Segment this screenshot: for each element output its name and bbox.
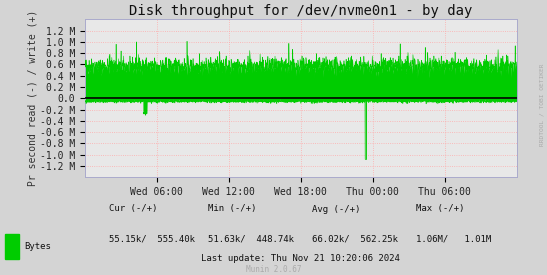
- Text: 55.15k/  555.40k: 55.15k/ 555.40k: [109, 235, 195, 244]
- Text: 1.06M/   1.01M: 1.06M/ 1.01M: [416, 235, 491, 244]
- Title: Disk throughput for /dev/nvme0n1 - by day: Disk throughput for /dev/nvme0n1 - by da…: [129, 4, 473, 18]
- Text: 66.02k/  562.25k: 66.02k/ 562.25k: [312, 235, 398, 244]
- Text: Munin 2.0.67: Munin 2.0.67: [246, 265, 301, 274]
- Text: Min (-/+): Min (-/+): [208, 205, 256, 213]
- Text: Max (-/+): Max (-/+): [416, 205, 464, 213]
- Text: Avg (-/+): Avg (-/+): [312, 205, 360, 213]
- Text: RRDTOOL / TOBI OETIKER: RRDTOOL / TOBI OETIKER: [539, 63, 544, 146]
- Text: 51.63k/  448.74k: 51.63k/ 448.74k: [208, 235, 294, 244]
- Y-axis label: Pr second read (-) / write (+): Pr second read (-) / write (+): [27, 10, 37, 186]
- Text: Bytes: Bytes: [25, 242, 51, 251]
- Text: Last update: Thu Nov 21 10:20:06 2024: Last update: Thu Nov 21 10:20:06 2024: [201, 254, 400, 263]
- Text: Cur (-/+): Cur (-/+): [109, 205, 158, 213]
